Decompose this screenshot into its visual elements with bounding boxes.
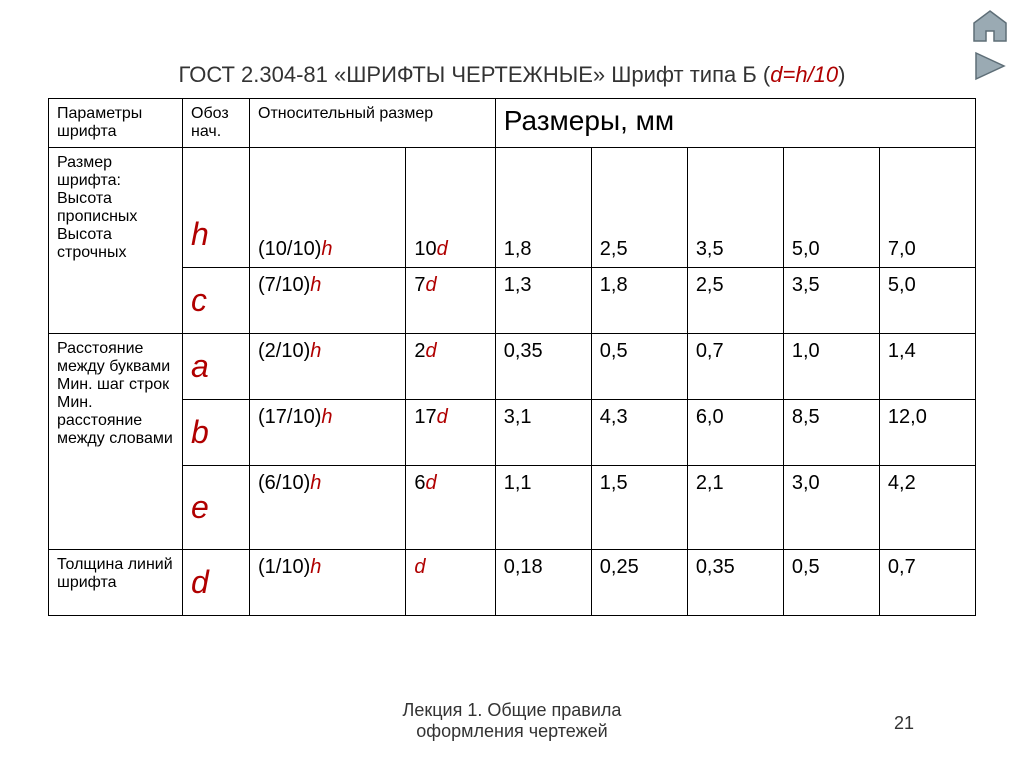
value-cell: 0,35 (495, 334, 591, 400)
header-sizes: Размеры, мм (495, 99, 975, 148)
value-cell: 1,4 (879, 334, 975, 400)
relative-d-cell: d (406, 550, 495, 616)
symbol-cell: a (183, 334, 250, 400)
symbol-cell: b (183, 400, 250, 466)
home-icon (970, 9, 1010, 43)
value-cell: 1,0 (783, 334, 879, 400)
value-cell: 0,25 (591, 550, 687, 616)
relative-h-cell: (7/10)h (250, 268, 406, 334)
value-cell: 2,5 (687, 268, 783, 334)
value-cell: 3,0 (783, 466, 879, 550)
value-cell: 1,8 (591, 268, 687, 334)
value-cell: 2,5 (591, 148, 687, 268)
value-cell: 0,7 (879, 550, 975, 616)
next-arrow-icon (970, 49, 1010, 83)
symbol-cell: e (183, 466, 250, 550)
value-cell: 5,0 (879, 268, 975, 334)
param-label: Размер шрифта: Высота прописных Высота с… (49, 148, 183, 334)
header-relative: Относительный размер (250, 99, 496, 148)
value-cell: 3,5 (687, 148, 783, 268)
header-param: Параметры шрифта (49, 99, 183, 148)
relative-d-cell: 6d (406, 466, 495, 550)
value-cell: 1,3 (495, 268, 591, 334)
value-cell: 0,18 (495, 550, 591, 616)
relative-h-cell: (10/10)h (250, 148, 406, 268)
relative-d-cell: 17d (406, 400, 495, 466)
page-number: 21 (894, 713, 914, 734)
value-cell: 8,5 (783, 400, 879, 466)
footer-text: Лекция 1. Общие правила оформления черте… (0, 700, 1024, 742)
relative-h-cell: (1/10)h (250, 550, 406, 616)
font-parameters-table: Параметры шрифта Обоз нач. Относительный… (48, 98, 976, 616)
home-button[interactable] (968, 8, 1012, 44)
table-row: Толщина линий шрифта d (1/10)h d 0,18 0,… (49, 550, 976, 616)
value-cell: 4,3 (591, 400, 687, 466)
title-suffix: ) (838, 62, 845, 87)
relative-h-cell: (17/10)h (250, 400, 406, 466)
table-row: c (7/10)h 7d 1,3 1,8 2,5 3,5 5,0 (49, 268, 976, 334)
value-cell: 0,5 (591, 334, 687, 400)
title-prefix: ГОСТ 2.304-81 «ШРИФТЫ ЧЕРТЕЖНЫЕ» Шрифт т… (179, 62, 771, 87)
value-cell: 0,35 (687, 550, 783, 616)
table-row: e (6/10)h 6d 1,1 1,5 2,1 3,0 4,2 (49, 466, 976, 550)
value-cell: 6,0 (687, 400, 783, 466)
value-cell: 0,5 (783, 550, 879, 616)
table-row: Размер шрифта: Высота прописных Высота с… (49, 148, 976, 268)
param-label: Расстояние между буквами Мин. шаг строк … (49, 334, 183, 550)
value-cell: 3,5 (783, 268, 879, 334)
value-cell: 12,0 (879, 400, 975, 466)
value-cell: 1,5 (591, 466, 687, 550)
value-cell: 0,7 (687, 334, 783, 400)
relative-d-cell: 7d (406, 268, 495, 334)
symbol-cell: c (183, 268, 250, 334)
value-cell: 7,0 (879, 148, 975, 268)
next-button[interactable] (968, 48, 1012, 84)
value-cell: 5,0 (783, 148, 879, 268)
value-cell: 2,1 (687, 466, 783, 550)
page-title: ГОСТ 2.304-81 «ШРИФТЫ ЧЕРТЕЖНЫЕ» Шрифт т… (48, 62, 976, 88)
value-cell: 1,8 (495, 148, 591, 268)
relative-d-cell: 10d (406, 148, 495, 268)
relative-h-cell: (2/10)h (250, 334, 406, 400)
title-formula: d=h/10 (770, 62, 838, 87)
header-symbol: Обоз нач. (183, 99, 250, 148)
value-cell: 3,1 (495, 400, 591, 466)
param-label: Толщина линий шрифта (49, 550, 183, 616)
value-cell: 1,1 (495, 466, 591, 550)
symbol-cell: h (183, 148, 250, 268)
relative-d-cell: 2d (406, 334, 495, 400)
table-row: b (17/10)h 17d 3,1 4,3 6,0 8,5 12,0 (49, 400, 976, 466)
table-row: Расстояние между буквами Мин. шаг строк … (49, 334, 976, 400)
table-header-row: Параметры шрифта Обоз нач. Относительный… (49, 99, 976, 148)
value-cell: 4,2 (879, 466, 975, 550)
relative-h-cell: (6/10)h (250, 466, 406, 550)
symbol-cell: d (183, 550, 250, 616)
